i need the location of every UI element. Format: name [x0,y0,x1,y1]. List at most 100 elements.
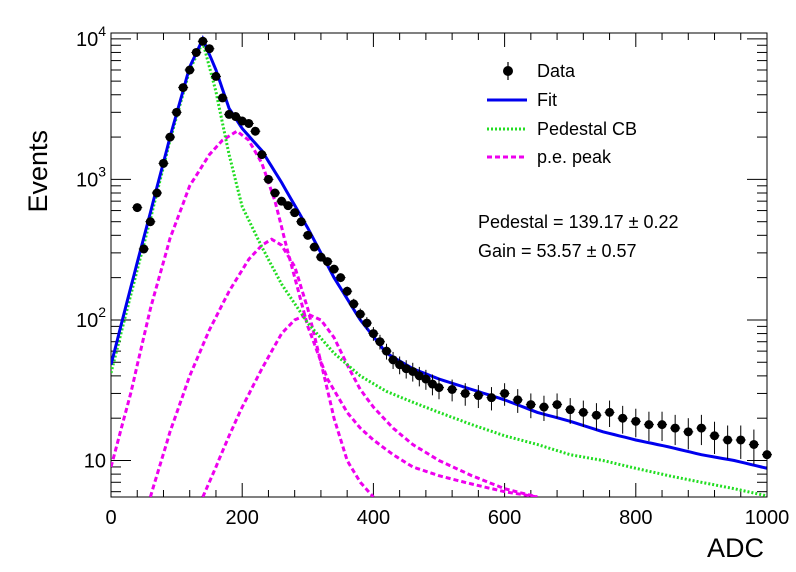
data-point-marker [591,410,601,420]
data-point-marker [283,201,293,211]
gain-annotation: Gain = 53.57 ± 0.57 [478,241,637,261]
series-pedestal-cb [111,37,767,497]
series-p-e-peak-2 [148,237,375,497]
data-point [427,374,438,396]
data-point-marker [185,65,195,75]
data-point-marker [303,230,313,240]
data-point [525,393,536,419]
data-point-marker [336,273,346,283]
data-point [420,369,431,390]
data-point-marker [382,346,392,356]
data-point [388,351,399,369]
data-point [578,400,589,428]
data-point-marker [375,337,385,347]
data-point [145,217,156,227]
data-point-marker [152,188,162,198]
data-point-marker [762,450,772,460]
data-point [204,44,215,54]
data-point-marker [605,407,615,417]
data-point [158,158,169,168]
data-point-marker [539,402,549,412]
data-point-marker [277,196,287,206]
data-point-marker [736,435,746,445]
data-point [250,126,261,136]
x-tick-label: 200 [226,507,259,529]
data-point [709,421,720,454]
data-point [243,118,254,128]
legend-entry-data: Data [503,61,576,81]
data-points [132,36,772,477]
legend-entry-pe-peak: p.e. peak [487,147,612,167]
data-point-marker [198,36,208,46]
data-point [643,411,654,442]
data-point-marker [257,150,267,160]
data-point-marker [270,188,280,198]
data-point-marker [388,355,398,365]
data-point-marker [296,217,306,227]
data-point-marker [657,420,667,430]
data-point [565,398,576,424]
data-point-marker [500,388,510,398]
data-point-marker [683,427,693,437]
data-point-marker [408,366,418,376]
data-point [256,150,267,160]
data-point [270,188,280,198]
data-point-marker [368,329,378,339]
data-point-marker [322,257,332,267]
data-point [151,188,162,198]
data-point [178,83,189,93]
data-point [138,244,149,254]
data-point-marker [486,393,496,403]
data-point [683,418,694,450]
y-tick-label: 10 [84,451,106,473]
data-point [197,36,208,46]
data-point [630,408,641,438]
data-point-marker [342,286,352,296]
data-point-marker [218,93,228,103]
data-point [165,132,176,142]
data-point [460,383,471,406]
data-point [302,230,313,240]
data-point [171,107,182,117]
data-point [361,317,372,330]
data-point [342,286,353,297]
data-point-marker [631,416,641,426]
y-axis: 10 102 103 104 [76,23,767,493]
data-point [512,389,523,413]
data-point [322,257,333,267]
y-tick-label: 102 [76,304,106,332]
data-point [217,93,228,103]
data-point [210,71,221,81]
data-point [486,387,497,411]
x-tick-label: 800 [619,507,652,529]
plot-area [110,32,768,498]
data-point [591,403,602,431]
data-point [368,327,379,341]
data-point-marker [263,174,273,184]
pedestal-annotation: Pedestal = 139.17 ± 0.22 [478,212,679,232]
data-point [696,414,707,446]
data-point-marker [696,423,706,433]
x-tick-label: 400 [357,507,390,529]
data-point-marker [526,400,536,410]
series-p-e-peak-3 [201,312,538,497]
legend-pe-peak-label: p.e. peak [537,147,612,167]
y-tick-label: 103 [76,163,106,191]
data-point [263,174,274,184]
data-point [735,425,746,459]
data-point [335,273,346,283]
x-axis-title: ADC [707,533,764,563]
data-point-marker [434,383,444,393]
data-point-marker [290,208,300,218]
x-tick-label: 600 [488,507,521,529]
y-tick-label: 104 [76,23,106,51]
data-point-marker [513,395,523,405]
series-p-e-peak-1 [111,129,538,497]
data-point-marker [355,309,365,319]
data-point [748,429,759,465]
data-point [447,379,458,402]
data-point [329,264,340,274]
data-point [434,377,444,400]
y-axis-title: Events [23,130,53,213]
